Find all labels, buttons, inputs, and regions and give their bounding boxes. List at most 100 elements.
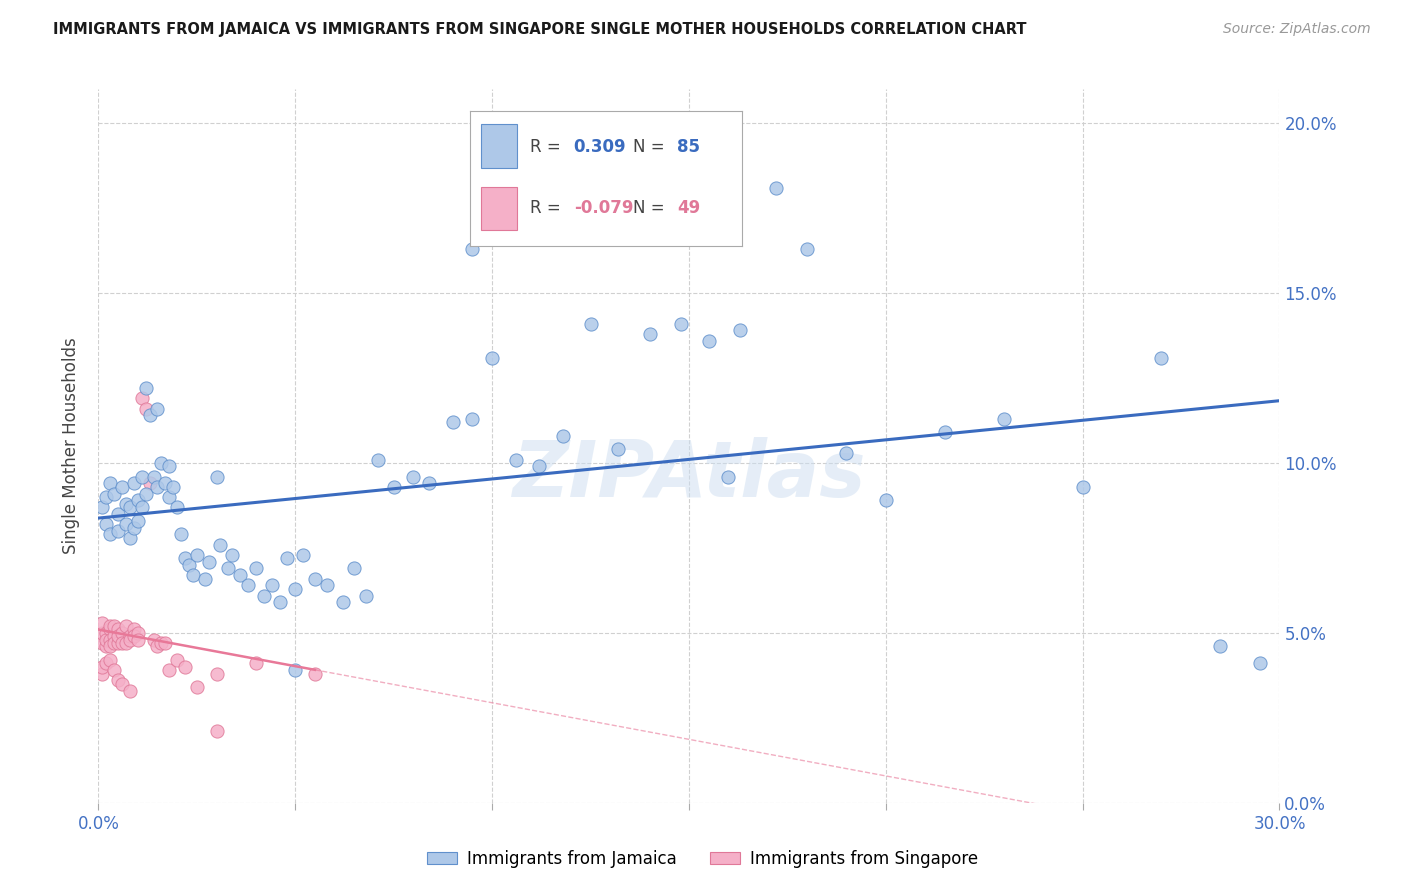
Point — [146, 401, 169, 416]
Point — [284, 663, 307, 677]
Point — [138, 409, 160, 423]
Point — [107, 629, 129, 643]
Point — [131, 469, 153, 483]
Point — [229, 568, 252, 582]
Point — [186, 548, 208, 562]
Point — [91, 660, 114, 674]
Point — [96, 657, 118, 671]
Point — [728, 323, 751, 337]
Point — [177, 558, 200, 572]
Point — [146, 480, 169, 494]
Point — [157, 490, 180, 504]
Point — [118, 500, 141, 515]
Point — [118, 531, 141, 545]
Point — [111, 677, 134, 691]
Y-axis label: Single Mother Households: Single Mother Households — [62, 338, 80, 554]
Point — [162, 480, 184, 494]
Point — [157, 663, 180, 677]
Point — [115, 619, 138, 633]
Point — [382, 480, 405, 494]
Point — [107, 636, 129, 650]
Text: IMMIGRANTS FROM JAMAICA VS IMMIGRANTS FROM SINGAPORE SINGLE MOTHER HOUSEHOLDS CO: IMMIGRANTS FROM JAMAICA VS IMMIGRANTS FR… — [53, 22, 1026, 37]
Point — [284, 582, 307, 596]
Point — [269, 595, 291, 609]
Point — [304, 666, 326, 681]
Point — [155, 476, 177, 491]
Point — [107, 673, 129, 688]
Point — [205, 666, 228, 681]
Point — [91, 636, 114, 650]
Point — [765, 180, 787, 194]
Point — [111, 636, 134, 650]
Point — [461, 242, 484, 256]
Point — [332, 595, 354, 609]
Point — [122, 520, 145, 534]
Point — [292, 548, 315, 562]
Point — [579, 317, 602, 331]
Point — [205, 469, 228, 483]
Point — [669, 317, 692, 331]
Point — [135, 401, 157, 416]
Point — [315, 578, 337, 592]
Point — [91, 626, 114, 640]
Point — [343, 561, 366, 575]
Point — [118, 629, 141, 643]
Point — [461, 412, 484, 426]
Point — [875, 493, 897, 508]
Point — [638, 326, 661, 341]
Point — [157, 459, 180, 474]
Point — [98, 619, 121, 633]
Point — [197, 555, 219, 569]
Point — [155, 636, 177, 650]
Point — [166, 653, 188, 667]
Point — [135, 486, 157, 500]
Point — [367, 452, 389, 467]
Point — [253, 589, 276, 603]
Point — [276, 551, 298, 566]
Point — [142, 632, 165, 647]
Point — [142, 469, 165, 483]
Point — [181, 568, 204, 582]
Point — [717, 469, 740, 483]
Point — [96, 632, 118, 647]
Point — [170, 527, 193, 541]
Point — [1249, 657, 1271, 671]
Point — [118, 632, 141, 647]
Point — [934, 425, 956, 440]
Point — [150, 636, 173, 650]
Point — [115, 517, 138, 532]
Point — [186, 680, 208, 694]
Point — [150, 456, 173, 470]
Point — [166, 500, 188, 515]
Point — [1150, 351, 1173, 365]
Point — [122, 476, 145, 491]
Point — [103, 663, 125, 677]
Point — [91, 666, 114, 681]
Point — [551, 429, 574, 443]
Point — [354, 589, 377, 603]
Point — [607, 442, 630, 457]
Text: Source: ZipAtlas.com: Source: ZipAtlas.com — [1223, 22, 1371, 37]
Point — [402, 469, 425, 483]
Point — [111, 480, 134, 494]
Point — [98, 640, 121, 654]
Point — [260, 578, 283, 592]
Point — [96, 640, 118, 654]
Point — [194, 572, 217, 586]
Point — [115, 497, 138, 511]
Point — [103, 619, 125, 633]
Point — [107, 524, 129, 538]
Point — [835, 446, 858, 460]
Point — [103, 636, 125, 650]
Point — [127, 514, 149, 528]
Point — [98, 527, 121, 541]
Point — [304, 572, 326, 586]
Point — [505, 452, 527, 467]
Point — [205, 724, 228, 739]
Point — [96, 626, 118, 640]
Point — [127, 626, 149, 640]
Point — [174, 660, 197, 674]
Point — [96, 490, 118, 504]
Point — [127, 632, 149, 647]
Point — [98, 653, 121, 667]
